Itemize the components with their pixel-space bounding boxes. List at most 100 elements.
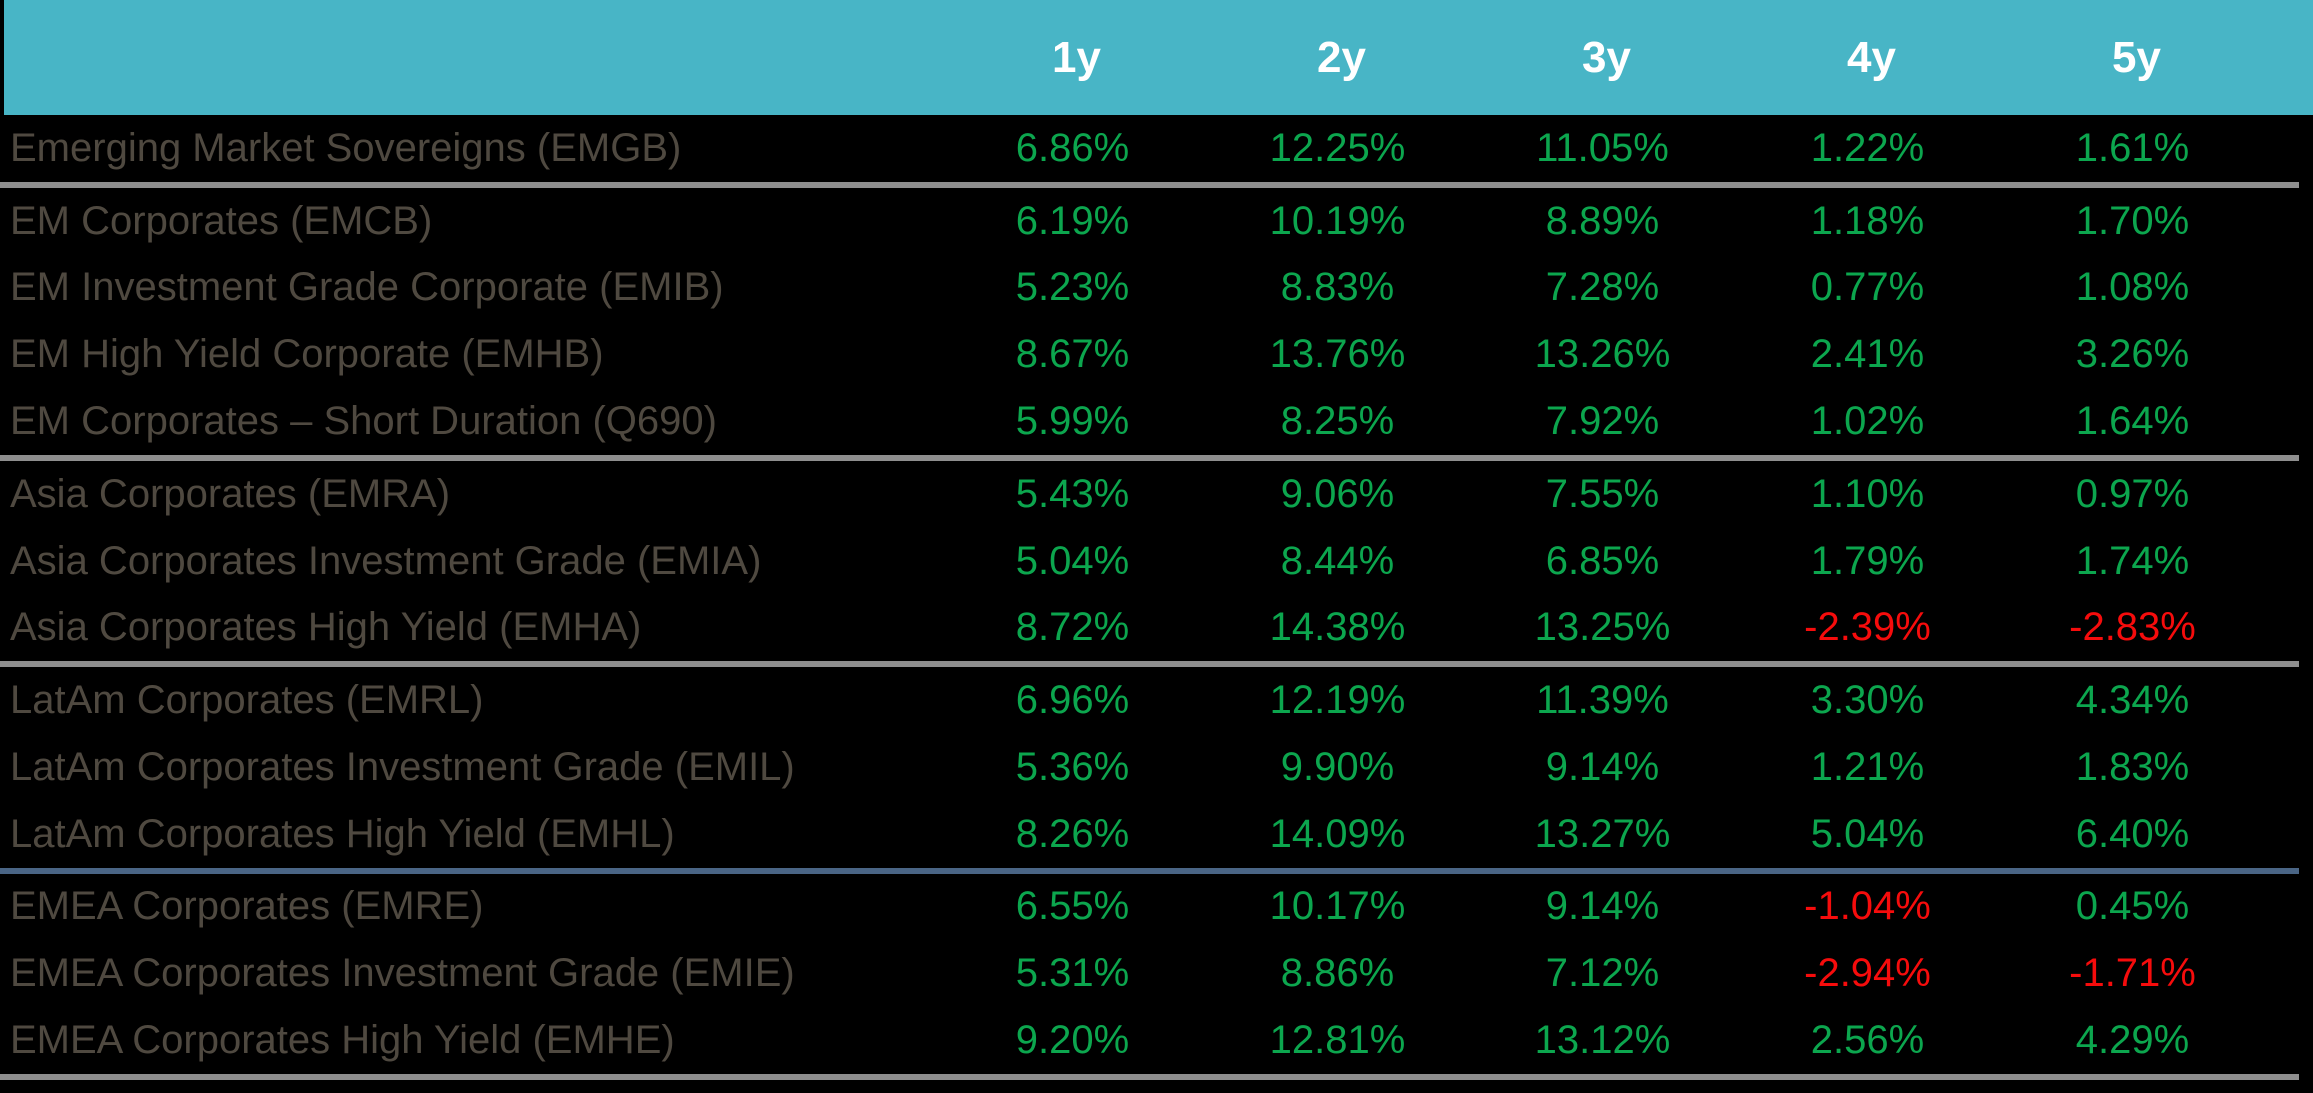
column-header-2y: 2y bbox=[1317, 32, 1366, 82]
value-cell: 1.18% bbox=[1810, 198, 1925, 243]
row-label: EM Corporates – Short Duration (Q690) bbox=[10, 399, 717, 444]
value-cell: 1.79% bbox=[1810, 538, 1925, 583]
value-cell: 8.67% bbox=[1015, 332, 1130, 377]
value-cell: 7.55% bbox=[1545, 471, 1660, 516]
table-row: Asia Corporates High Yield (EMHA) 8.72% 14… bbox=[0, 594, 2313, 661]
value-cell: 8.44% bbox=[1280, 538, 1395, 583]
row-label: LatAm Corporates Investment Grade (EMIL) bbox=[10, 744, 795, 789]
value-cell: 1.74% bbox=[2075, 538, 2190, 583]
value-cell: 1.83% bbox=[2075, 744, 2190, 789]
table-row: EM High Yield Corporate (EMHB) 8.67% 13.76… bbox=[0, 321, 2313, 388]
value-cell: 9.90% bbox=[1280, 744, 1395, 789]
value-cell: 13.27% bbox=[1534, 811, 1671, 856]
table-row: Asia Corporates Investment Grade (EMIA) 5… bbox=[0, 528, 2313, 595]
value-cell: 9.20% bbox=[1015, 1018, 1130, 1063]
value-cell: 6.55% bbox=[1015, 884, 1130, 929]
value-cell: -2.94% bbox=[1804, 951, 1931, 996]
value-cell: -2.83% bbox=[2069, 605, 2196, 650]
value-cell: 8.86% bbox=[1280, 951, 1395, 996]
value-cell: 9.14% bbox=[1545, 744, 1660, 789]
value-cell: 3.30% bbox=[1810, 678, 1925, 723]
row-label: LatAm Corporates High Yield (EMHL) bbox=[10, 811, 675, 856]
value-cell: -1.04% bbox=[1804, 884, 1931, 929]
value-cell: 6.96% bbox=[1015, 678, 1130, 723]
value-cell: -2.39% bbox=[1804, 605, 1931, 650]
value-cell: 5.04% bbox=[1810, 811, 1925, 856]
value-cell: 14.09% bbox=[1269, 811, 1406, 856]
value-cell: 1.61% bbox=[2075, 125, 2190, 170]
value-cell: 5.04% bbox=[1015, 538, 1130, 583]
value-cell: 1.21% bbox=[1810, 744, 1925, 789]
value-cell: 12.81% bbox=[1269, 1018, 1406, 1063]
value-cell: 1.64% bbox=[2075, 399, 2190, 444]
row-label: Emerging Market Sovereigns (EMGB) bbox=[10, 125, 682, 170]
value-cell: 13.12% bbox=[1534, 1018, 1671, 1063]
value-cell: 1.22% bbox=[1810, 125, 1925, 170]
row-label: EMEA Corporates (EMRE) bbox=[10, 884, 484, 929]
table-row: LatAm Corporates High Yield (EMHL) 8.26% 1… bbox=[0, 801, 2313, 868]
value-cell: 6.40% bbox=[2075, 811, 2190, 856]
table-row: EM Corporates – Short Duration (Q690) 5.9… bbox=[0, 388, 2313, 455]
value-cell: 8.25% bbox=[1280, 399, 1395, 444]
value-cell: 6.85% bbox=[1545, 538, 1660, 583]
column-header-4y: 4y bbox=[1847, 32, 1896, 82]
value-cell: 11.39% bbox=[1536, 678, 1669, 723]
value-cell: 10.19% bbox=[1269, 198, 1406, 243]
value-cell: 5.43% bbox=[1015, 471, 1130, 516]
table-row: EM Corporates (EMCB) 6.19% 10.19% 8.89% 1.18… bbox=[0, 188, 2313, 255]
group-separator bbox=[0, 867, 2299, 874]
row-label: LatAm Corporates (EMRL) bbox=[10, 678, 484, 723]
value-cell: 8.83% bbox=[1280, 265, 1395, 310]
table-row: EMEA Corporates High Yield (EMHE) 9.20% 12… bbox=[0, 1007, 2313, 1074]
value-cell: 13.25% bbox=[1534, 605, 1671, 650]
table-row: LatAm Corporates Investment Grade (EMIL)… bbox=[0, 734, 2313, 801]
value-cell: 5.23% bbox=[1015, 265, 1130, 310]
row-label: Asia Corporates (EMRA) bbox=[10, 471, 451, 516]
value-cell: 2.56% bbox=[1810, 1018, 1925, 1063]
group-separator bbox=[0, 1073, 2299, 1080]
value-cell: 4.34% bbox=[2075, 678, 2190, 723]
row-label: Asia Corporates High Yield (EMHA) bbox=[10, 605, 642, 650]
value-cell: 0.45% bbox=[2075, 884, 2190, 929]
table-header-row: 1y 2y 3y 4y 5y bbox=[0, 0, 2313, 115]
group-separator bbox=[0, 454, 2299, 461]
value-cell: 10.17% bbox=[1269, 884, 1406, 929]
value-cell: 7.28% bbox=[1545, 265, 1660, 310]
value-cell: 1.02% bbox=[1810, 399, 1925, 444]
value-cell: 14.38% bbox=[1269, 605, 1406, 650]
value-cell: 2.41% bbox=[1810, 332, 1925, 377]
value-cell: 9.06% bbox=[1280, 471, 1395, 516]
value-cell: -1.71% bbox=[2069, 951, 2196, 996]
row-label: EMEA Corporates Investment Grade (EMIE) bbox=[10, 951, 795, 996]
group-separator bbox=[0, 661, 2299, 668]
value-cell: 5.31% bbox=[1015, 951, 1130, 996]
value-cell: 8.26% bbox=[1015, 811, 1130, 856]
value-cell: 3.26% bbox=[2075, 332, 2190, 377]
group-separator bbox=[0, 181, 2299, 188]
value-cell: 11.05% bbox=[1536, 125, 1669, 170]
row-label: EM Corporates (EMCB) bbox=[10, 198, 433, 243]
column-header-3y: 3y bbox=[1582, 32, 1631, 82]
row-label: EM High Yield Corporate (EMHB) bbox=[10, 332, 604, 377]
value-cell: 8.89% bbox=[1545, 198, 1660, 243]
table-row: Emerging Market Sovereigns (EMGB) 6.86% 12… bbox=[0, 115, 2313, 182]
value-cell: 9.14% bbox=[1545, 884, 1660, 929]
table-body: Emerging Market Sovereigns (EMGB) 6.86% 12… bbox=[0, 115, 2313, 1093]
table-row: EMEA Corporates (EMRE) 6.55% 10.17% 9.14% -1… bbox=[0, 874, 2313, 941]
value-cell: 12.25% bbox=[1269, 125, 1406, 170]
table-row: Asia Corporates (EMRA) 5.43% 9.06% 7.55% 1.1… bbox=[0, 461, 2313, 528]
value-cell: 6.19% bbox=[1015, 198, 1130, 243]
value-cell: 13.76% bbox=[1269, 332, 1406, 377]
value-cell: 1.70% bbox=[2075, 198, 2190, 243]
table-row: EMEA Corporates Investment Grade (EMIE) 5… bbox=[0, 940, 2313, 1007]
value-cell: 0.77% bbox=[1810, 265, 1925, 310]
value-cell: 1.08% bbox=[2075, 265, 2190, 310]
value-cell: 13.26% bbox=[1534, 332, 1671, 377]
column-header-1y: 1y bbox=[1052, 32, 1101, 82]
value-cell: 12.19% bbox=[1269, 678, 1406, 723]
table-row: LatAm Corporates (EMRL) 6.96% 12.19% 11.39%… bbox=[0, 667, 2313, 734]
column-header-5y: 5y bbox=[2112, 32, 2161, 82]
row-label: EMEA Corporates High Yield (EMHE) bbox=[10, 1018, 675, 1063]
table-row: EM Investment Grade Corporate (EMIB) 5.23… bbox=[0, 255, 2313, 322]
